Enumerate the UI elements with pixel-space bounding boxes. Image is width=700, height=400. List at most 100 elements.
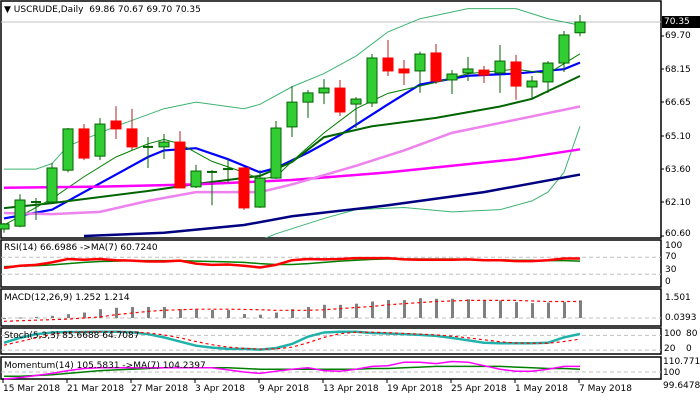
rsi-tick: 30 (665, 265, 677, 275)
bull-candle (46, 167, 58, 203)
macd-histogram-bar (515, 302, 518, 318)
macd-tick: 0.0393 (665, 313, 697, 323)
bear-candle (510, 61, 522, 87)
macd-histogram-bar (403, 300, 406, 318)
stoch-title: Stoch(5,3,3) 85.6688 64.7087 (4, 331, 140, 341)
bull-candle (350, 98, 362, 105)
ma-navy-line (83, 173, 581, 238)
macd-histogram-bar (147, 307, 150, 318)
bollinger-lower-line (264, 126, 581, 238)
current-price-label: 70.35 (662, 16, 700, 28)
stoch-tick: 100 (664, 329, 682, 339)
price-tick: 62.10 (665, 198, 691, 208)
macd-signal-line (3, 299, 580, 322)
date-label: 9 Apr 2018 (259, 384, 309, 394)
macd-histogram-bar (35, 316, 38, 318)
bear-candle (334, 87, 346, 113)
macd-histogram-bar (291, 309, 294, 318)
macd-histogram-bar (211, 309, 214, 318)
macd-histogram-bar (531, 303, 534, 318)
rsi-line (3, 256, 580, 270)
rsi-tick: 0 (665, 277, 671, 287)
bear-candle (126, 128, 138, 148)
macd-histogram-bar (243, 314, 246, 318)
date-label: 7 May 2018 (579, 384, 632, 394)
bull-candle (14, 199, 26, 227)
symbol-label: USCRUDE,Daily (13, 5, 84, 15)
momentum-line (3, 360, 580, 380)
collapse-triangle-icon[interactable]: ▼ (4, 5, 11, 15)
macd-histogram-bar (99, 309, 102, 318)
macd-histogram-bar (435, 298, 438, 318)
macd-histogram-bar (115, 307, 118, 318)
macd-histogram-bar (451, 298, 454, 318)
bollinger-middle-line (3, 53, 581, 226)
macd-histogram-bar (51, 315, 54, 318)
macd-histogram-bar (563, 302, 566, 318)
bull-candle (366, 57, 378, 104)
macd-histogram-bar (339, 304, 342, 318)
bull-candle (446, 73, 458, 81)
date-label: 13 Apr 2018 (323, 384, 379, 394)
momentum-tick: 99.6478 (663, 381, 700, 391)
date-label: 1 May 2018 (515, 384, 568, 394)
bull-candle (542, 62, 554, 83)
macd-histogram-bar (163, 307, 166, 318)
date-label: 25 Apr 2018 (451, 384, 507, 394)
stoch-tick: 20 (664, 344, 676, 354)
bear-candle (430, 52, 442, 82)
stoch-tick: 80 (686, 329, 698, 339)
bull-candle (190, 170, 202, 188)
macd-histogram-bar (483, 300, 486, 318)
macd-histogram-bar (275, 312, 278, 318)
ma-green-line (3, 75, 581, 210)
rsi-tick: 70 (665, 252, 677, 262)
date-label: 27 Mar 2018 (131, 384, 189, 394)
bear-candle (78, 128, 90, 159)
macd-tick: 1.501 (665, 293, 691, 303)
bull-candle (286, 101, 298, 128)
date-label: 21 Mar 2018 (67, 384, 125, 394)
bull-candle (574, 21, 586, 34)
macd-title: MACD(12,26,9) 1.252 1.214 (4, 293, 130, 303)
macd-histogram-bar (419, 298, 422, 318)
bear-candle (238, 167, 250, 209)
bull-candle (0, 223, 10, 230)
bear-candle (398, 68, 410, 74)
bear-candle (478, 69, 490, 76)
ma-violet-line (3, 105, 581, 216)
momentum-title: Momentum(14) 105.5831 ->MA(7) 104.2397 (4, 361, 206, 371)
macd-histogram-bar (83, 312, 86, 318)
bull-candle (94, 123, 106, 157)
bull-candle (158, 141, 170, 148)
bull-candle (558, 34, 570, 64)
bear-candle (174, 141, 186, 189)
date-label: 19 Apr 2018 (387, 384, 443, 394)
panel-frame (0, 239, 662, 288)
bull-candle (318, 87, 330, 94)
macd-histogram-bar (467, 299, 470, 318)
bull-candle (254, 177, 266, 208)
price-tick: 68.15 (665, 65, 691, 75)
momentum-tick: 100 (663, 368, 681, 378)
bull-candle (462, 68, 474, 74)
bull-candle (494, 60, 506, 74)
bear-candle (382, 57, 394, 72)
ma-blue-line (3, 61, 581, 220)
panel-frame (0, 356, 662, 380)
bull-candle (414, 53, 426, 72)
ohlc-readout: 69.86 70.67 69.70 70.35 (89, 5, 201, 15)
macd-histogram-bar (3, 318, 6, 320)
price-tick: 63.60 (665, 165, 691, 175)
macd-histogram-bar (371, 301, 374, 318)
bull-candle (526, 80, 538, 88)
macd-histogram-bar (19, 317, 22, 319)
macd-histogram-bar (387, 300, 390, 318)
date-label: 3 Apr 2018 (195, 384, 245, 394)
macd-histogram-bar (547, 302, 550, 318)
macd-histogram-bar (179, 309, 182, 318)
macd-histogram-bar (323, 304, 326, 318)
